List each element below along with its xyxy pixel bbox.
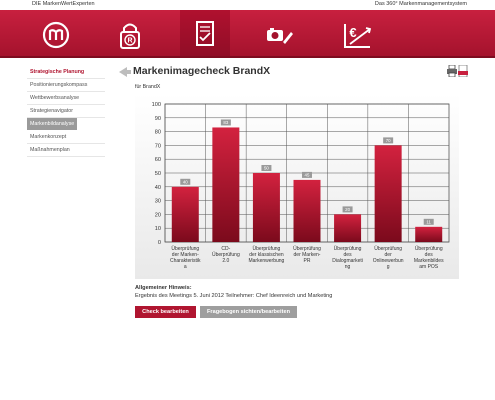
page-title: Markenimagecheck BrandX bbox=[133, 65, 271, 77]
x-tick-label: Überprüfung des Dialogmarketi ng bbox=[332, 245, 363, 270]
y-tick-label: 30 bbox=[155, 199, 161, 205]
y-tick-label: 0 bbox=[158, 240, 161, 246]
top-bar: DIE MarkenWertExperten Das 360° Markenma… bbox=[0, 0, 495, 10]
value-label: 70 bbox=[386, 138, 391, 143]
brand-m-icon[interactable] bbox=[41, 20, 71, 50]
bar[interactable] bbox=[415, 226, 443, 242]
note-text: Ergebnis des Meetings 5. Juni 2012 Teiln… bbox=[135, 293, 333, 299]
y-tick-label: 40 bbox=[155, 185, 161, 191]
y-tick-label: 60 bbox=[155, 157, 161, 163]
sidebar-item-wettbewerbsanalyse[interactable]: Wettbewerbsanalyse bbox=[27, 92, 105, 105]
tool-icons bbox=[447, 64, 469, 78]
title-row: Markenimagecheck BrandX bbox=[119, 64, 469, 80]
value-badge bbox=[383, 137, 394, 144]
y-tick-label: 70 bbox=[155, 143, 161, 149]
svg-text:R: R bbox=[127, 38, 132, 45]
value-label: 40 bbox=[183, 179, 188, 184]
bar[interactable] bbox=[293, 179, 321, 242]
fragebogen-button[interactable]: Fragebogen sichten/bearbeiten bbox=[200, 306, 297, 318]
bar[interactable] bbox=[171, 186, 199, 242]
chart-subtitle: für BrandX bbox=[135, 84, 161, 90]
sidebar: Strategische Planung Positionierungskomp… bbox=[27, 66, 105, 157]
tagline: Das 360° Markenmanagementsystem bbox=[374, 1, 467, 7]
y-tick-label: 80 bbox=[155, 130, 161, 136]
y-tick-label: 50 bbox=[155, 171, 161, 177]
pdf-export-icon[interactable] bbox=[458, 64, 468, 78]
x-tick-label: Überprüfung der Onlinewerbun g bbox=[373, 245, 404, 270]
x-tick-label: Überprüfung der Marken-Charakteristik a bbox=[170, 245, 201, 270]
x-tick-label: Überprüfung des Markenbildes am POS bbox=[414, 245, 444, 270]
sidebar-item-markenbildanalyse[interactable]: Markenbildanalyse bbox=[27, 118, 77, 131]
y-tick-label: 20 bbox=[155, 212, 161, 218]
x-tick-label: Überprüfung der klassischen Markenwerbung bbox=[248, 245, 284, 264]
company-name: DIE MarkenWertExperten bbox=[32, 1, 95, 7]
camera-pencil-icon[interactable] bbox=[265, 20, 295, 50]
euro-growth-icon[interactable]: € bbox=[342, 20, 372, 50]
sidebar-item-positionierungskompass[interactable]: Positionierungskompass bbox=[27, 79, 105, 92]
value-label: 11 bbox=[426, 219, 431, 224]
y-tick-label: 10 bbox=[155, 226, 161, 232]
value-badge bbox=[342, 206, 353, 213]
nav-divider bbox=[0, 56, 495, 58]
checklist-icon[interactable] bbox=[180, 10, 230, 58]
value-badge bbox=[261, 165, 272, 171]
bar[interactable] bbox=[334, 214, 362, 242]
x-tick-label: Überprüfung der Marken-PR bbox=[293, 245, 321, 264]
bar[interactable] bbox=[252, 173, 280, 242]
bar[interactable] bbox=[374, 145, 402, 242]
value-label: 83 bbox=[223, 120, 228, 125]
note-title: Allgemeiner Hinweis: bbox=[135, 285, 192, 291]
y-tick-label: 100 bbox=[152, 102, 161, 108]
sidebar-item-massnahmenplan[interactable]: Maßnahmenplan bbox=[27, 144, 105, 157]
value-badge bbox=[423, 218, 434, 225]
bar-chart: 0 10 20 30 40 50 60 70 80 90 100 40 Überprüfung der M… bbox=[135, 94, 459, 279]
value-badge bbox=[302, 171, 312, 178]
print-icon[interactable] bbox=[447, 64, 457, 78]
value-badge bbox=[180, 178, 191, 185]
value-label: 45 bbox=[305, 172, 310, 177]
bar[interactable] bbox=[212, 127, 240, 242]
registered-lock-icon[interactable]: R bbox=[115, 20, 145, 50]
back-arrow-icon[interactable] bbox=[119, 67, 131, 77]
value-label: 50 bbox=[264, 166, 269, 171]
x-tick-label: CD-Überprüfung 2.0 bbox=[212, 246, 240, 264]
sidebar-item-markenkonzept[interactable]: Markenkonzept bbox=[27, 131, 105, 144]
value-label: 20 bbox=[345, 207, 350, 212]
value-badge bbox=[220, 119, 231, 126]
check-bearbeiten-button[interactable]: Check bearbeiten bbox=[135, 306, 196, 318]
svg-text:€: € bbox=[349, 25, 356, 40]
main-navigation: R € bbox=[0, 10, 495, 58]
y-tick-label: 90 bbox=[155, 116, 161, 122]
sidebar-item-strategische-planung[interactable]: Strategische Planung bbox=[27, 66, 105, 79]
sidebar-item-strategienavigator[interactable]: Strategienavigator bbox=[27, 105, 105, 118]
chart-canvas: 0 10 20 30 40 50 60 70 80 90 100 40 Überprüfung der M… bbox=[152, 102, 450, 270]
